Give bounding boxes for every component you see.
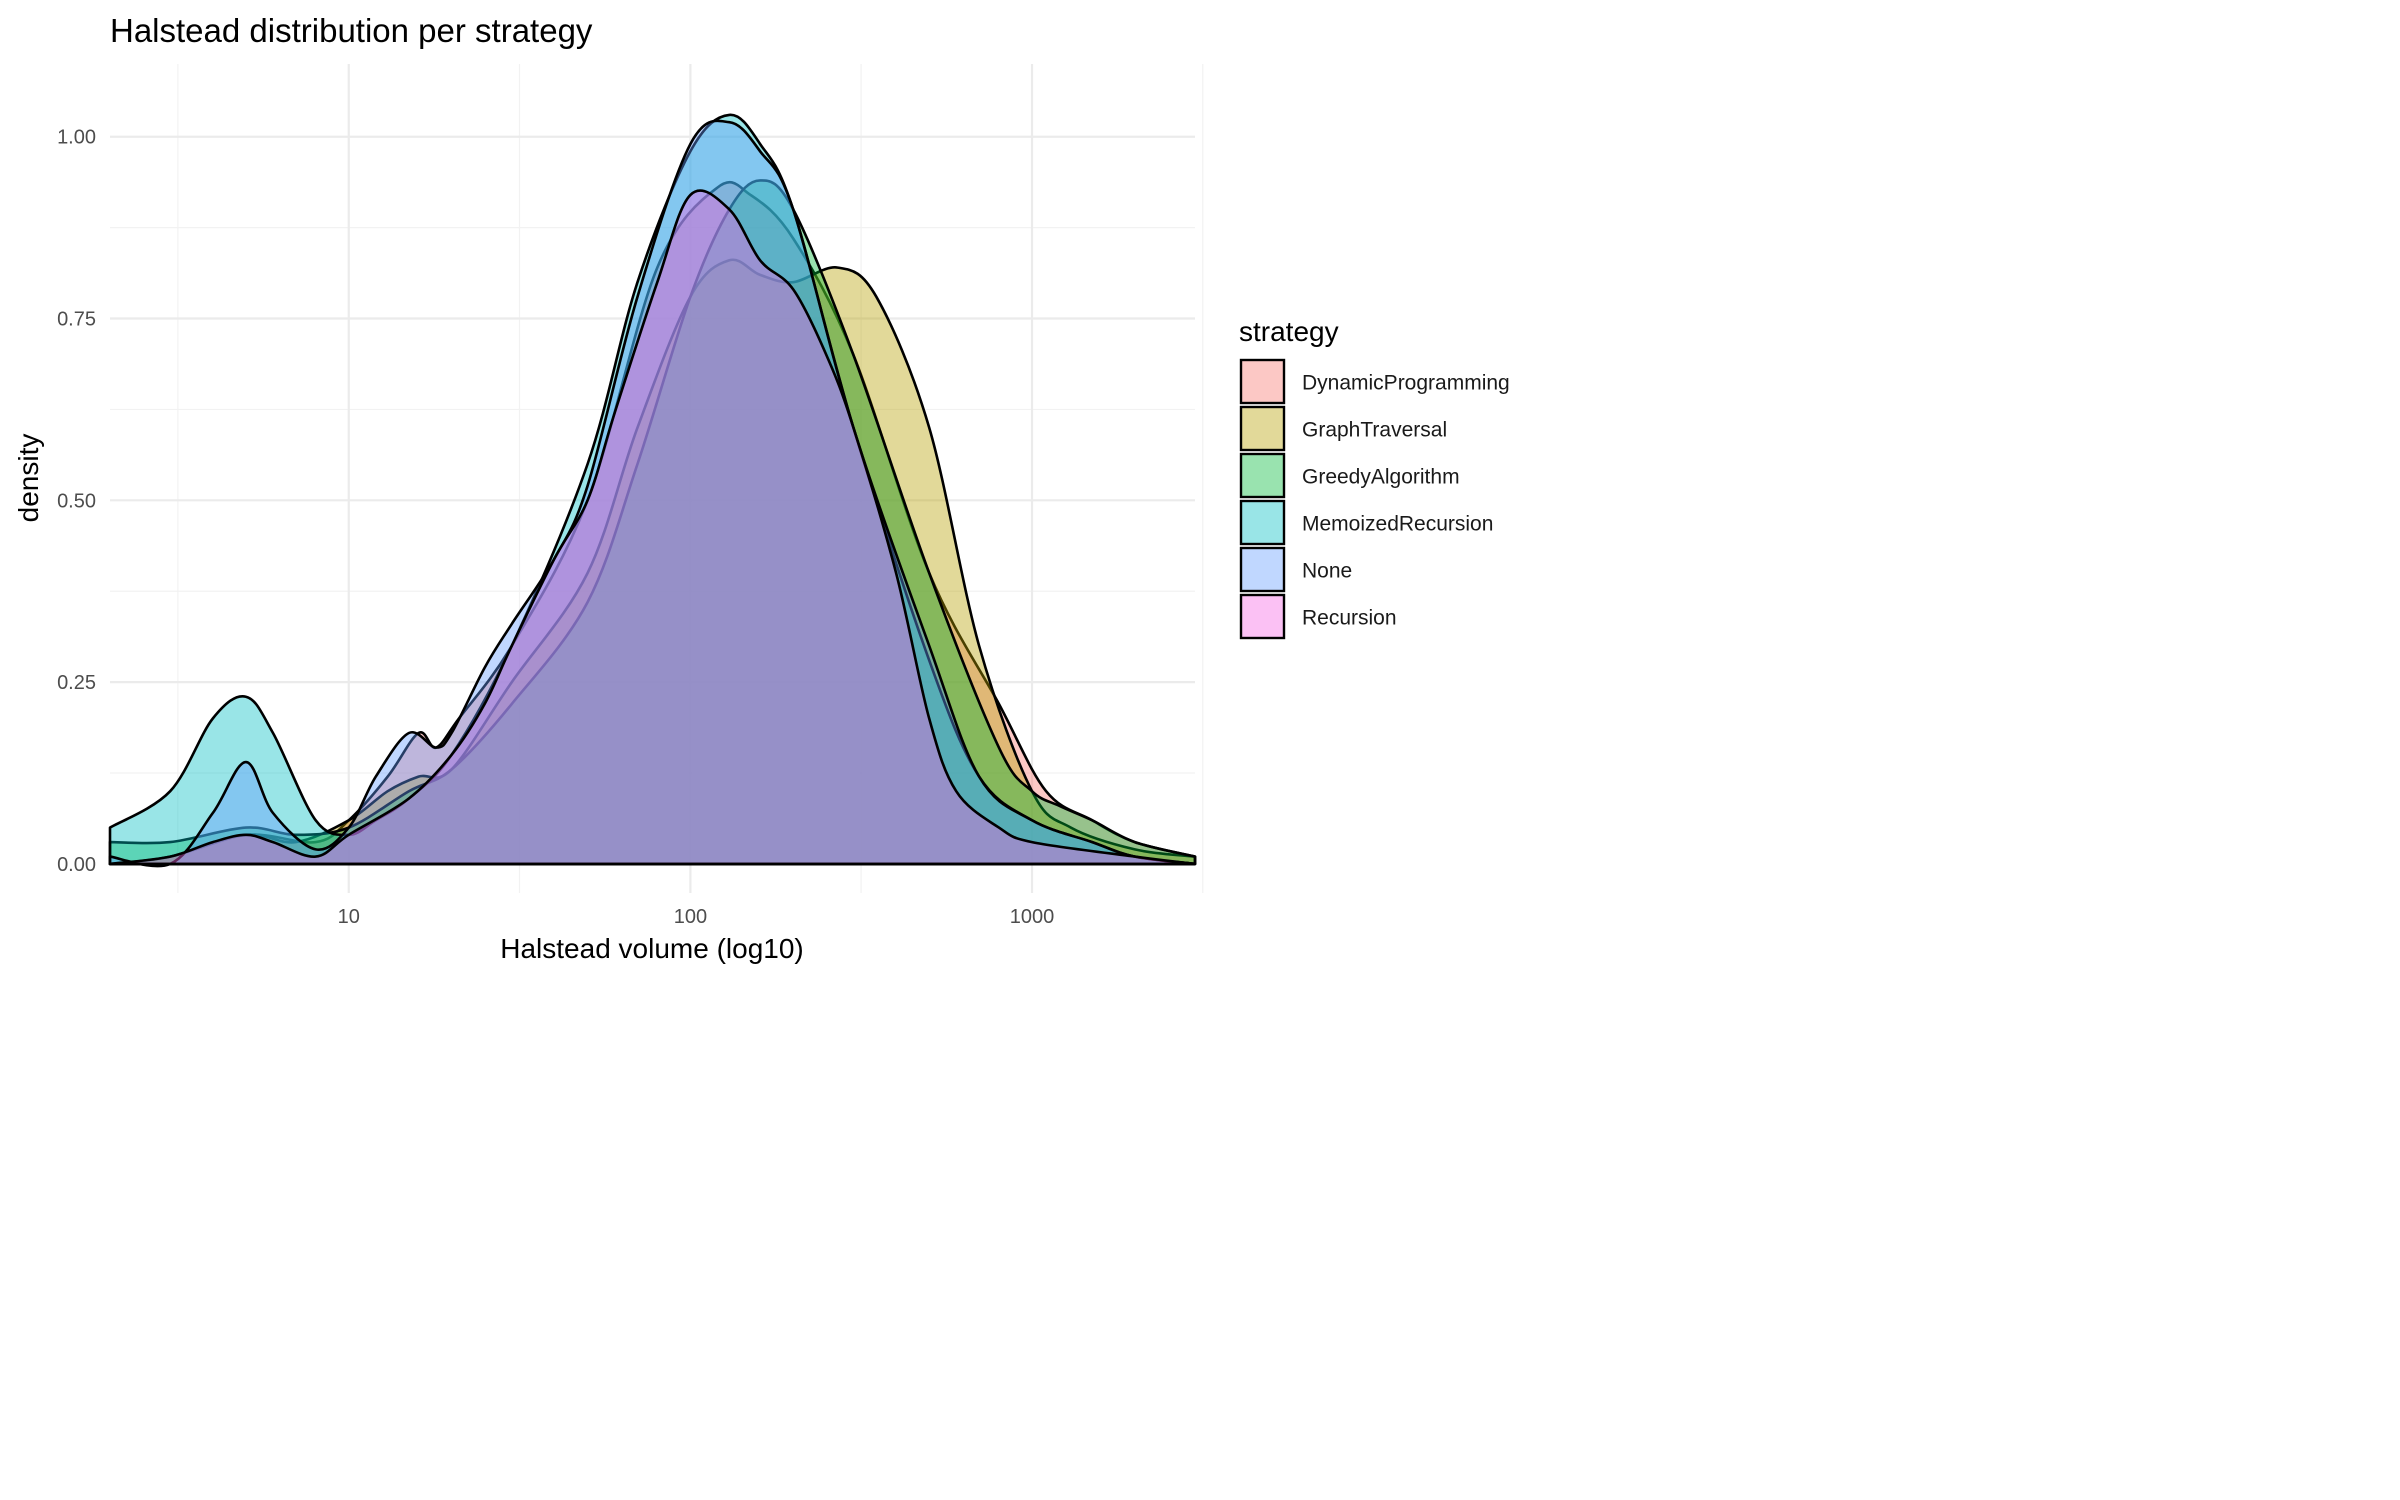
chart-title: Halstead distribution per strategy	[110, 12, 593, 49]
x-tick-label: 1000	[1010, 906, 1055, 928]
y-tick-label: 0.25	[57, 672, 96, 694]
legend-label: Recursion	[1302, 607, 1397, 630]
y-tick-label: 1.00	[57, 127, 96, 149]
x-tick-label: 10	[338, 906, 360, 928]
legend-key-memoizedrecursion	[1239, 499, 1286, 546]
x-axis-title: Halstead volume (log10)	[500, 933, 804, 964]
legend-title: strategy	[1239, 316, 1339, 347]
legend-label: DynamicProgramming	[1302, 372, 1510, 395]
y-axis-ticks: 0.00 0.25 0.50 0.75 1.00	[57, 127, 96, 876]
y-tick-label: 0.50	[57, 490, 96, 512]
legend-key-greedyalgorithm	[1239, 452, 1286, 499]
y-axis-title: density	[13, 434, 44, 523]
density-area-none	[108, 119, 1197, 868]
legend-key-recursion	[1239, 593, 1286, 640]
density-areas	[108, 113, 1197, 868]
density-area-recursion	[108, 189, 1197, 866]
legend-label: MemoizedRecursion	[1302, 513, 1493, 536]
legend: strategy DynamicProgramming GraphTraversa…	[1239, 316, 1510, 640]
y-tick-label: 0.75	[57, 309, 96, 331]
density-chart: Halstead distribution per strategy 0.000…	[13, 12, 1510, 964]
legend-key-none	[1239, 546, 1286, 593]
legend-key-graphtraversal	[1239, 405, 1286, 452]
x-tick-label: 100	[674, 906, 707, 928]
legend-label: GraphTraversal	[1302, 419, 1447, 442]
x-axis-ticks: 10 100 1000	[338, 906, 1055, 928]
legend-key-dynamicprogramming	[1239, 358, 1286, 405]
legend-label: GreedyAlgorithm	[1302, 466, 1460, 489]
legend-label: None	[1302, 560, 1352, 583]
y-tick-label: 0.00	[57, 854, 96, 876]
